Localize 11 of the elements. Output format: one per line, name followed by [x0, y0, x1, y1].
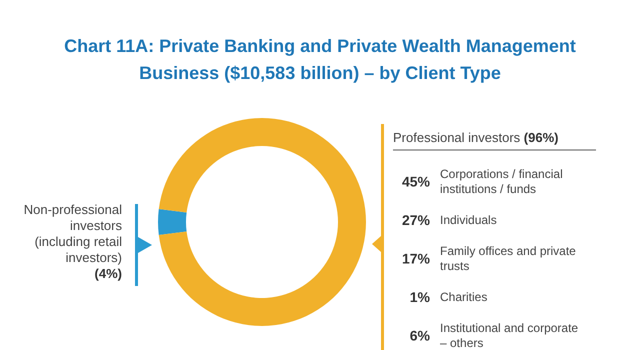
text: 27% Individuals	[402, 212, 497, 228]
chart-title: Chart 11A: Private Banking and Private Wealth Management Business ($10,583 billion) – by Client Type	[64, 36, 576, 83]
data-label: (4%)	[94, 266, 122, 281]
text: 1% Charities	[410, 289, 488, 305]
donut-slice	[158, 208, 187, 236]
slice-label: Professional investors	[393, 130, 521, 145]
data-label: (96%)	[520, 130, 558, 145]
text: 6% Institutional and corporate – others	[410, 321, 578, 350]
slice-label: Non-professional investors (including retail investors)	[24, 202, 122, 265]
donut-slice	[158, 118, 366, 326]
text: 17% Family offices and private trusts	[402, 244, 576, 273]
